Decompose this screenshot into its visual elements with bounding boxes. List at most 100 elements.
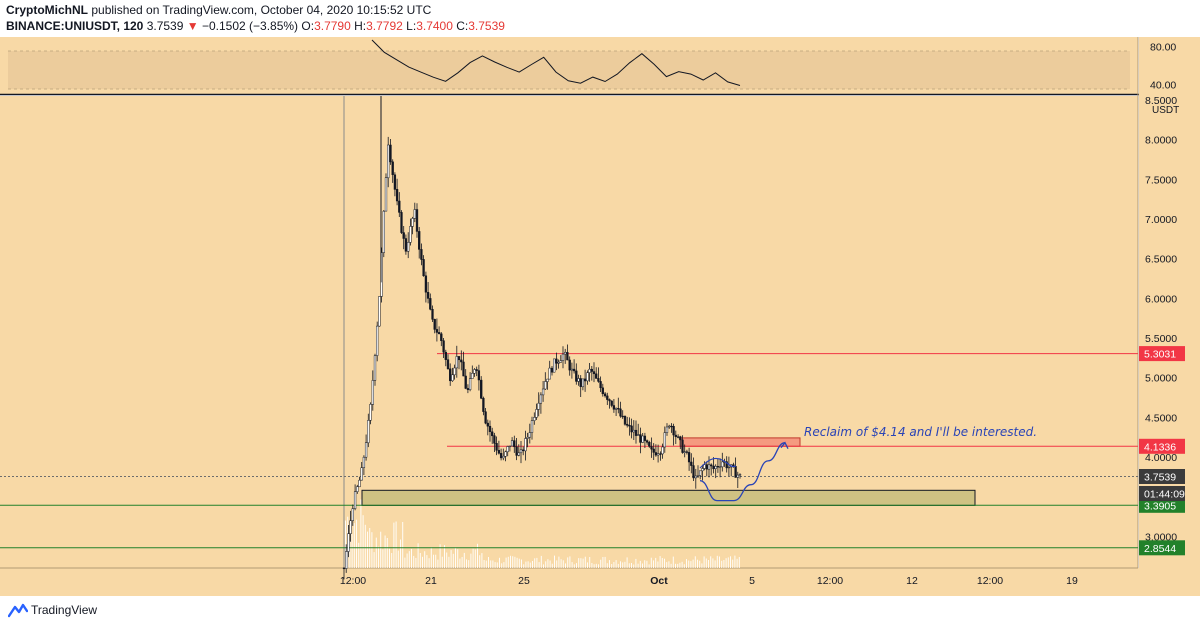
volume-bar <box>510 555 511 568</box>
volume-bar <box>569 556 571 568</box>
volume-bar <box>653 560 654 568</box>
volume-bar <box>408 551 410 568</box>
price-tick: 7.5000 <box>1145 174 1177 186</box>
volume-bar <box>485 560 487 568</box>
author-name[interactable]: CryptoMichNL <box>6 3 88 17</box>
volume-bar <box>622 562 624 568</box>
candle-body <box>353 491 357 509</box>
candle-body <box>528 432 531 438</box>
candle-body <box>446 359 450 370</box>
close-value: 3.7539 <box>468 19 505 33</box>
volume-bar <box>562 560 564 568</box>
candle-body <box>685 451 689 453</box>
volume-bar <box>628 563 630 568</box>
candle-body <box>595 373 598 379</box>
candle-body <box>429 298 432 310</box>
candle-body <box>588 368 591 373</box>
volume-bar <box>661 558 663 568</box>
volume-bar <box>505 557 507 568</box>
candle-body <box>395 189 399 202</box>
candle-body <box>530 420 534 433</box>
close-label: C: <box>456 19 469 33</box>
candle-body <box>497 450 501 454</box>
volume-bar <box>389 548 390 568</box>
volume-bar <box>468 560 470 568</box>
candle-body <box>687 452 691 463</box>
volume-bar <box>606 563 608 568</box>
price-tick: 5.0000 <box>1145 373 1177 385</box>
volume-bar <box>613 562 615 568</box>
candle-body <box>418 231 421 250</box>
time-tick: 19 <box>1066 575 1078 587</box>
volume-bar <box>419 553 421 568</box>
volume-bar <box>422 556 423 568</box>
candle-body <box>608 399 611 402</box>
volume-bar <box>734 555 736 568</box>
time-axis[interactable] <box>0 568 1200 596</box>
candle-body <box>473 369 476 374</box>
volume-bar <box>518 558 520 568</box>
candle-body <box>583 378 587 382</box>
candle-body <box>486 422 489 427</box>
high-value: 3.7792 <box>366 19 403 33</box>
candle-body <box>477 370 481 381</box>
candle-body <box>367 420 370 444</box>
volume-bar <box>631 563 632 568</box>
candle-body <box>389 144 392 163</box>
candle-body <box>553 358 556 373</box>
volume-bar <box>391 553 393 568</box>
candle-body <box>513 440 516 448</box>
candle-body <box>468 378 472 390</box>
candle-body <box>464 375 467 389</box>
volume-bar <box>371 532 373 568</box>
price-tick: 7.0000 <box>1145 214 1177 226</box>
currency-label: USDT <box>1152 105 1179 116</box>
volume-bar <box>426 555 428 568</box>
candle-body <box>656 453 660 456</box>
tradingview-brand[interactable]: TradingView <box>31 603 98 617</box>
candle-body <box>696 475 700 477</box>
low-label: L: <box>406 19 417 33</box>
candle-body <box>634 429 638 436</box>
candle-body <box>440 333 443 341</box>
candle-body <box>411 218 414 227</box>
volume-bar <box>529 562 531 568</box>
volume-bar <box>382 549 384 568</box>
candle-body <box>561 353 565 361</box>
volume-bar <box>736 558 738 568</box>
volume-bar <box>547 559 549 568</box>
candle-body <box>597 378 600 382</box>
volume-bar <box>694 556 696 568</box>
osc-band <box>8 51 1130 89</box>
candle-body <box>601 387 604 395</box>
candle-body <box>650 446 653 450</box>
candle-body <box>628 425 631 427</box>
candle-body <box>435 329 439 333</box>
candle-body <box>342 567 346 570</box>
candle-body <box>736 474 739 478</box>
volume-bar <box>714 560 716 568</box>
volume-bar <box>516 557 518 568</box>
levels-group <box>0 353 1138 549</box>
tradingview-logo-icon[interactable] <box>8 602 28 618</box>
candle-body <box>727 466 731 469</box>
candle-body <box>674 434 677 437</box>
candle-body <box>599 381 602 389</box>
volume-bar <box>411 548 412 568</box>
candle-body <box>734 466 737 478</box>
annotation-text[interactable]: Reclaim of $4.14 and I'll be interested. <box>804 425 1037 439</box>
oscillator-tick: 80.00 <box>1150 41 1176 53</box>
candle-body <box>349 520 352 534</box>
time-tick: Oct <box>650 575 668 587</box>
price-tick: 4.5000 <box>1145 412 1177 424</box>
published-text: published on TradingView.com, October 04… <box>91 3 432 17</box>
ohlc-line: BINANCE:UNIUSDT, 120 3.7539 ▼ −0.1502 (−… <box>6 19 505 33</box>
volume-bar <box>688 560 690 568</box>
volume-bar <box>648 564 650 568</box>
candle-body <box>683 451 686 453</box>
volume-bar <box>514 556 516 568</box>
volume-bar <box>463 552 465 568</box>
price-chart[interactable]: 8.5000 8.0000 7.5000 7.0000 6.5000 6.0000 5.50… <box>0 0 1200 596</box>
volume-bar <box>580 558 582 568</box>
candle-body <box>524 438 527 452</box>
